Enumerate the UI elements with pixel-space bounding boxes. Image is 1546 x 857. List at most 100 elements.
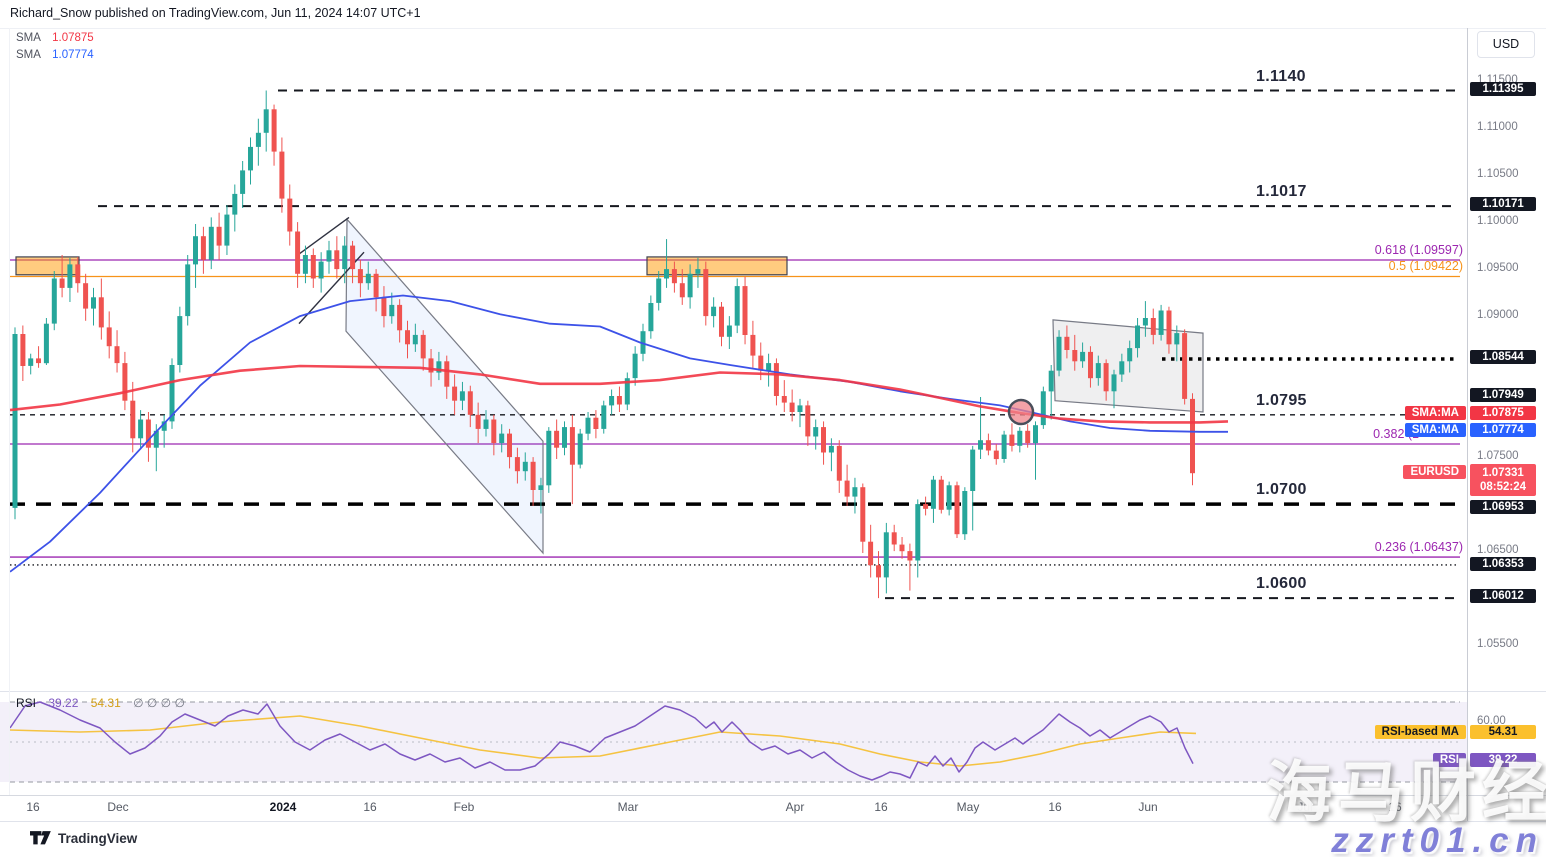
- candle: [632, 346, 638, 386]
- candle: [828, 438, 834, 472]
- indicator-legend: SMA 1.07875 SMA 1.07774: [16, 30, 94, 63]
- tradingview-footer[interactable]: TradingView: [30, 830, 137, 846]
- candle: [522, 452, 528, 481]
- candle: [122, 351, 128, 411]
- candle: [436, 351, 442, 381]
- candle: [507, 428, 512, 469]
- candle: [106, 311, 112, 359]
- candle: [985, 433, 991, 456]
- candle: [1190, 393, 1195, 486]
- candle: [1158, 304, 1164, 341]
- candle: [938, 475, 944, 514]
- pane-separator[interactable]: [0, 691, 1546, 692]
- candle: [216, 212, 222, 260]
- candle: [1127, 340, 1133, 373]
- candle: [295, 222, 301, 288]
- candle: [907, 543, 913, 591]
- candle: [499, 424, 505, 453]
- candle: [1033, 421, 1038, 480]
- candle: [1088, 346, 1093, 388]
- rsi-ma-line: [9, 715, 1197, 767]
- sma-legend-row-2: SMA 1.07774: [16, 47, 94, 64]
- candle: [1048, 365, 1054, 420]
- candle: [318, 252, 324, 293]
- candle: [616, 386, 622, 412]
- candle: [483, 410, 489, 437]
- rsi-empty-params: ∅ ∅ ∅ ∅: [133, 696, 185, 710]
- sma2-label: SMA: [16, 48, 41, 61]
- candle: [420, 330, 426, 371]
- candle: [569, 414, 575, 505]
- candle: [59, 255, 65, 298]
- candle: [232, 184, 238, 232]
- candle: [491, 414, 497, 456]
- candle: [83, 273, 89, 321]
- rsi-line: [9, 701, 1194, 781]
- candle: [742, 276, 748, 345]
- candle: [1103, 359, 1109, 401]
- candle: [138, 410, 144, 450]
- candle: [279, 137, 285, 213]
- candle: [883, 522, 889, 594]
- rsi-label: RSI: [16, 696, 37, 710]
- candle: [240, 161, 246, 208]
- candle: [671, 261, 677, 293]
- sma2-value: 1.07774: [52, 48, 94, 61]
- candle: [577, 428, 583, 469]
- candle: [734, 278, 740, 334]
- candle: [1111, 369, 1117, 409]
- candle: [412, 323, 418, 352]
- candle: [67, 257, 73, 302]
- candle: [514, 447, 520, 484]
- candle: [962, 487, 968, 540]
- candle: [12, 327, 18, 520]
- candle: [538, 477, 544, 514]
- candle: [1080, 342, 1086, 368]
- flag-channel-drawing[interactable]: [1052, 319, 1204, 413]
- candle: [562, 421, 567, 456]
- candle: [397, 299, 403, 343]
- candle: [719, 302, 724, 347]
- pane-top-border: [0, 28, 1546, 29]
- candle: [530, 457, 536, 506]
- candle: [844, 464, 850, 506]
- tradingview-brand-text: TradingView: [58, 830, 138, 846]
- candle: [405, 320, 410, 359]
- candle: [20, 325, 26, 381]
- candle: [208, 217, 214, 270]
- sma-blue-line: [9, 294, 1228, 573]
- candle: [459, 381, 465, 411]
- plot-left-border: [9, 28, 10, 795]
- candle: [852, 477, 858, 514]
- candle: [287, 184, 293, 246]
- candle: [554, 419, 560, 459]
- candle: [703, 261, 709, 326]
- sma-cross-highlight-circle[interactable]: [1007, 398, 1035, 426]
- candle: [475, 402, 481, 443]
- candle: [687, 264, 693, 309]
- candle: [876, 551, 881, 599]
- candle: [1009, 423, 1015, 452]
- candle: [271, 104, 277, 166]
- candle: [389, 292, 395, 324]
- wedge-trendline-1[interactable]: [298, 216, 350, 255]
- candle: [200, 226, 206, 274]
- candle: [342, 236, 348, 284]
- candle: [711, 297, 717, 328]
- candle: [915, 499, 921, 578]
- candle: [868, 524, 874, 578]
- candle: [679, 269, 685, 305]
- candle: [161, 414, 167, 448]
- candle: [350, 240, 356, 284]
- candle: [357, 259, 363, 298]
- rsi-ma-value: 54.31: [90, 696, 121, 710]
- candle: [177, 306, 183, 373]
- price-axis-border: [1467, 28, 1468, 821]
- candle: [993, 444, 999, 465]
- rsi-value: 39.22: [48, 696, 79, 710]
- candle: [593, 410, 599, 439]
- time-axis-border: [0, 795, 1546, 796]
- currency-toggle-button[interactable]: USD: [1477, 31, 1535, 58]
